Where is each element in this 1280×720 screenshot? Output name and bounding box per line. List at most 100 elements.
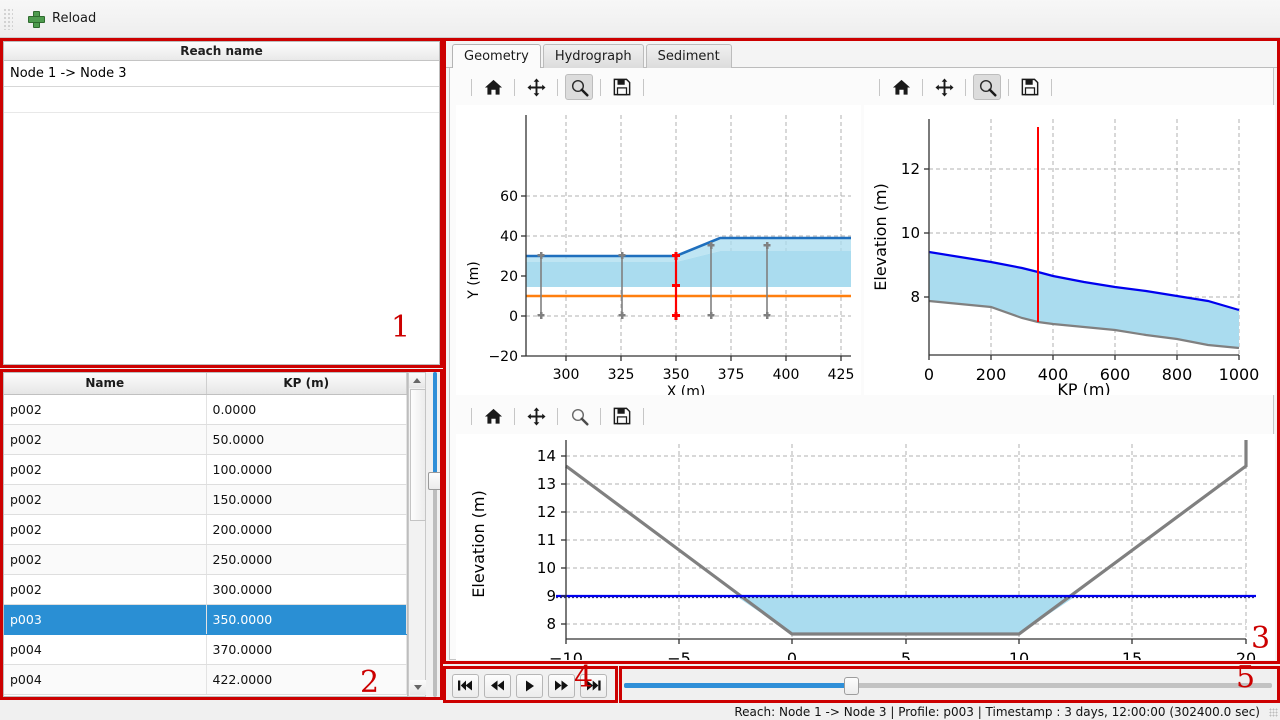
zoom-icon-button[interactable]: [973, 74, 1001, 100]
scroll-down-arrow-icon[interactable]: [410, 680, 426, 695]
table-row[interactable]: p002 100.0000: [4, 454, 407, 485]
column-header-kp[interactable]: KP (m): [206, 373, 407, 395]
move-icon: [526, 77, 546, 97]
svg-text:10: 10: [537, 559, 556, 577]
toolbar-drag-handle[interactable]: [3, 7, 13, 30]
tab-hydrograph[interactable]: Hydrograph: [542, 44, 644, 68]
table-row[interactable]: p003 350.0000: [4, 604, 407, 635]
svg-text:14: 14: [537, 447, 556, 465]
geometry-main-panel: Geometry Hydrograph Sediment: [446, 41, 1277, 663]
vertical-slider-track[interactable]: [433, 372, 437, 697]
svg-text:11: 11: [537, 531, 556, 549]
svg-text:400: 400: [773, 367, 800, 383]
skip-to-end-icon: [587, 680, 601, 691]
time-slider[interactable]: [624, 668, 1272, 703]
nav-separator: [643, 407, 644, 425]
cell-name: p002: [4, 574, 207, 605]
fast-forward-button[interactable]: [548, 673, 575, 698]
cross-section-water-fill: [736, 596, 1076, 634]
nav-separator: [471, 407, 472, 425]
reload-button[interactable]: Reload: [19, 7, 105, 30]
table-row[interactable]: p002 250.0000: [4, 544, 407, 575]
save-figure-icon-button[interactable]: [608, 74, 636, 100]
fast-forward-icon: [555, 680, 568, 691]
pan-move-icon-button[interactable]: [930, 74, 958, 100]
pan-move-icon-button[interactable]: [522, 74, 550, 100]
resize-grip-icon[interactable]: [1269, 708, 1278, 717]
nav-separator: [965, 78, 966, 96]
time-slider-handle[interactable]: [844, 677, 859, 695]
zoom-icon-button[interactable]: [565, 403, 593, 429]
svg-text:9: 9: [546, 587, 556, 605]
table-row[interactable]: p004 422.0000: [4, 664, 407, 695]
profile-table: Name KP (m) p002 0.0000 p002 50.0000 p002 100…: [4, 373, 407, 695]
scroll-up-arrow-icon[interactable]: [409, 373, 425, 388]
reach-list-panel[interactable]: Reach name Node 1 -> Node 3: [3, 41, 440, 365]
reach-list-empty-row: [4, 87, 439, 113]
home-icon: [484, 79, 502, 95]
table-row[interactable]: p002 150.0000: [4, 484, 407, 515]
profile-table-body: p002 0.0000 p002 50.0000 p002 100.0000 p002 150…: [4, 394, 407, 695]
reach-name-column-header: Reach name: [180, 44, 263, 58]
table-row[interactable]: p002 0.0000: [4, 394, 407, 425]
table-row[interactable]: p002 200.0000: [4, 514, 407, 545]
svg-text:5: 5: [901, 649, 911, 660]
nav-separator: [643, 78, 644, 96]
cell-name: p002: [4, 544, 207, 575]
green-plus-icon: [28, 11, 45, 28]
cell-name: p004: [4, 664, 207, 695]
cell-kp: 200.0000: [206, 514, 407, 545]
tabbar-underline: [446, 67, 1277, 68]
svg-text:0: 0: [509, 309, 518, 325]
zoom-icon: [571, 408, 589, 426]
pan-move-icon-button[interactable]: [522, 403, 550, 429]
cell-kp: 300.0000: [206, 574, 407, 605]
svg-text:325: 325: [608, 367, 635, 383]
vertical-profile-slider[interactable]: [428, 372, 442, 697]
rewind-button[interactable]: [484, 673, 511, 698]
tab-geometry[interactable]: Geometry: [452, 44, 541, 68]
home-icon-button[interactable]: [479, 403, 507, 429]
vertical-slider-handle[interactable]: [428, 472, 442, 490]
save-figure-icon-button[interactable]: [1016, 74, 1044, 100]
svg-text:12: 12: [537, 503, 556, 521]
profile-table-scrollbar[interactable]: [408, 372, 426, 697]
selected-cross-section-marker: [672, 252, 680, 320]
scrollbar-thumb[interactable]: [410, 389, 426, 521]
water-extent-band: [526, 251, 851, 287]
skip-to-end-button[interactable]: [580, 673, 607, 698]
table-row[interactable]: p002 50.0000: [4, 424, 407, 455]
reach-list-item[interactable]: Node 1 -> Node 3: [4, 61, 439, 87]
table-row[interactable]: p002 300.0000: [4, 574, 407, 605]
nav-separator: [557, 407, 558, 425]
svg-text:425: 425: [828, 367, 855, 383]
longitudinal-profile-plot[interactable]: 12 10 8 0 200 400 600 800 1000 KP (m) Elevatio…: [864, 105, 1275, 395]
zoom-icon-button[interactable]: [565, 74, 593, 100]
svg-text:1000: 1000: [1219, 365, 1260, 384]
svg-text:600: 600: [1100, 365, 1131, 384]
cell-name: p002: [4, 424, 207, 455]
save-figure-icon-button[interactable]: [608, 403, 636, 429]
column-header-name[interactable]: Name: [4, 373, 207, 395]
table-row[interactable]: p004 370.0000: [4, 634, 407, 665]
cell-name: p003: [4, 604, 207, 635]
nav-separator: [600, 407, 601, 425]
play-button[interactable]: [516, 673, 543, 698]
nav-separator: [1008, 78, 1009, 96]
main-toolbar: Reload: [0, 0, 1280, 38]
tab-bar: Geometry Hydrograph Sediment: [452, 42, 734, 68]
home-icon-button[interactable]: [887, 74, 915, 100]
svg-text:800: 800: [1162, 365, 1193, 384]
time-slider-track[interactable]: [624, 683, 1272, 688]
cell-name: p002: [4, 394, 207, 425]
skip-to-start-button[interactable]: [452, 673, 479, 698]
profile-table-panel[interactable]: Name KP (m) p002 0.0000 p002 50.0000 p002 100…: [3, 372, 408, 697]
tab-sediment[interactable]: Sediment: [645, 44, 732, 68]
rewind-icon: [491, 680, 504, 691]
plan-view-plot[interactable]: 60 40 20 0 −20 300: [456, 105, 861, 395]
svg-text:40: 40: [500, 229, 518, 245]
save-icon: [613, 78, 631, 96]
home-icon-button[interactable]: [479, 74, 507, 100]
